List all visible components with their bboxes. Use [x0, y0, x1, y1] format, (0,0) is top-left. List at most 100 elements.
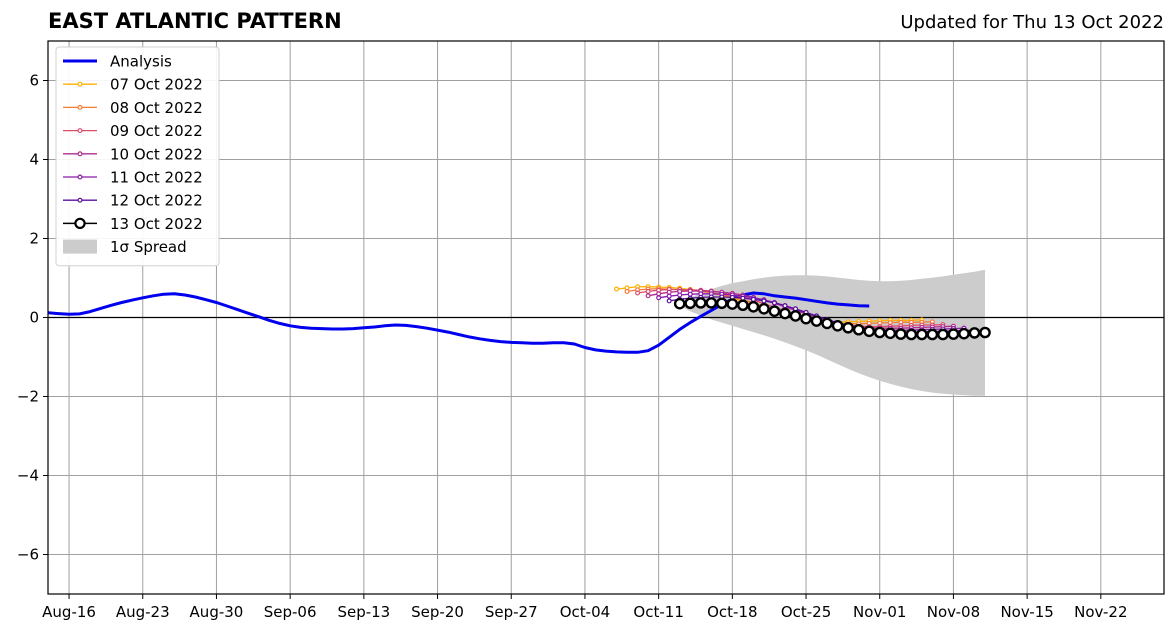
x-tick-label: Nov-01 — [853, 603, 906, 621]
forecast-point — [645, 293, 651, 299]
forecast-point — [821, 317, 833, 330]
y-tick-label: −6 — [17, 546, 39, 564]
x-tick-label: Oct-04 — [560, 603, 610, 621]
x-tick-label: Sep-27 — [485, 603, 538, 621]
x-tick-label: Oct-11 — [633, 603, 683, 621]
legend: Analysis 07 Oct 2022 08 Oct 2022 09 Oct 202… — [55, 46, 220, 267]
forecast-point — [947, 328, 960, 340]
forecast-point — [614, 286, 620, 292]
legend-label: 1σ Spread — [110, 238, 187, 256]
forecast-point — [979, 326, 991, 339]
forecast-point — [635, 290, 641, 296]
forecast-point — [666, 293, 672, 299]
forecast-point — [666, 289, 672, 295]
forecast-point — [677, 292, 683, 298]
chart-title: EAST ATLANTIC PATTERN — [48, 9, 342, 33]
forecast-point — [673, 297, 686, 310]
legend-marker — [77, 174, 83, 180]
legend-label: 07 Oct 2022 — [110, 76, 203, 94]
forecast-point — [789, 310, 802, 322]
legend-marker — [74, 217, 86, 230]
forecast-point — [884, 327, 897, 340]
legend-label: Analysis — [110, 53, 172, 71]
x-tick-label: Sep-06 — [264, 603, 317, 621]
legend-item: Analysis — [63, 53, 172, 71]
forecast-point — [810, 315, 823, 327]
forecast-point — [768, 305, 781, 317]
legend-item: 1σ Spread — [63, 238, 187, 256]
legend-item: 11 Oct 2022 — [63, 169, 203, 187]
legend-marker — [77, 128, 83, 134]
legend-label: 09 Oct 2022 — [110, 122, 203, 140]
y-tick-label: 2 — [29, 230, 39, 248]
forecast-point — [937, 328, 949, 341]
y-tick-label: −4 — [17, 467, 39, 485]
forecast-point — [782, 303, 788, 309]
forecast-point — [666, 298, 672, 304]
legend-label: 10 Oct 2022 — [110, 145, 203, 163]
forecast-point — [800, 312, 812, 325]
legend-swatch — [63, 239, 97, 254]
legend-item: 12 Oct 2022 — [63, 192, 203, 210]
forecast-series-13-oct-2022 — [673, 297, 991, 341]
forecast-point — [716, 297, 728, 310]
legend-item: 07 Oct 2022 — [63, 76, 203, 94]
forecast-point — [779, 307, 791, 320]
forecast-point — [705, 297, 718, 309]
x-tick-label: Aug-23 — [116, 603, 170, 621]
chart-subtitle: Updated for Thu 13 Oct 2022 — [900, 12, 1164, 33]
forecast-point — [926, 328, 939, 341]
forecast-point — [761, 298, 767, 304]
legend-item: 10 Oct 2022 — [63, 145, 203, 163]
legend-label: 13 Oct 2022 — [110, 215, 203, 233]
forecast-point — [737, 299, 749, 312]
forecast-point — [726, 298, 739, 310]
y-tick-label: 4 — [29, 151, 39, 169]
x-tick-label: Oct-25 — [781, 603, 831, 621]
x-tick-label: Nov-15 — [1000, 603, 1053, 621]
forecast-point — [873, 326, 886, 339]
y-tick-label: 6 — [29, 72, 39, 90]
forecast-point — [687, 291, 693, 297]
forecast-point — [916, 328, 928, 341]
legend-marker — [77, 197, 83, 203]
legend-item: 08 Oct 2022 — [63, 99, 203, 117]
forecast-point — [684, 297, 697, 310]
x-tick-label: Aug-16 — [42, 603, 96, 621]
y-tick-label: −2 — [17, 388, 39, 406]
forecast-point — [852, 323, 865, 336]
forecast-point — [694, 297, 707, 309]
legend-item: 09 Oct 2022 — [63, 122, 203, 140]
plot-layer — [48, 41, 1164, 594]
y-tick-label: 0 — [29, 309, 39, 327]
forecast-point — [750, 296, 756, 302]
forecast-point — [968, 327, 981, 339]
legend-label: 11 Oct 2022 — [110, 169, 203, 187]
legend-item: 13 Oct 2022 — [63, 215, 203, 233]
legend-label: 08 Oct 2022 — [110, 99, 203, 117]
legend-label: 12 Oct 2022 — [110, 192, 203, 210]
legend-marker — [77, 151, 83, 157]
forecast-point — [905, 328, 918, 341]
x-tick-label: Sep-20 — [411, 603, 464, 621]
forecast-point — [656, 295, 662, 301]
legend-box — [55, 46, 220, 267]
forecast-point — [771, 300, 777, 306]
x-tick-label: Aug-30 — [190, 603, 244, 621]
x-tick-label: Nov-22 — [1074, 603, 1127, 621]
forecast-point — [645, 288, 651, 294]
x-tick-label: Nov-08 — [927, 603, 980, 621]
forecast-point — [747, 301, 760, 313]
forecast-point — [624, 288, 630, 294]
x-tick-label: Oct-18 — [707, 603, 757, 621]
forecast-point — [758, 303, 770, 315]
forecast-point — [894, 328, 907, 340]
forecast-point — [831, 319, 844, 332]
forecast-point — [842, 321, 854, 334]
forecast-point — [958, 327, 970, 340]
legend-marker — [77, 81, 83, 87]
x-tick-label: Sep-13 — [337, 603, 390, 621]
forecast-point — [656, 291, 662, 297]
forecast-point — [863, 325, 876, 338]
